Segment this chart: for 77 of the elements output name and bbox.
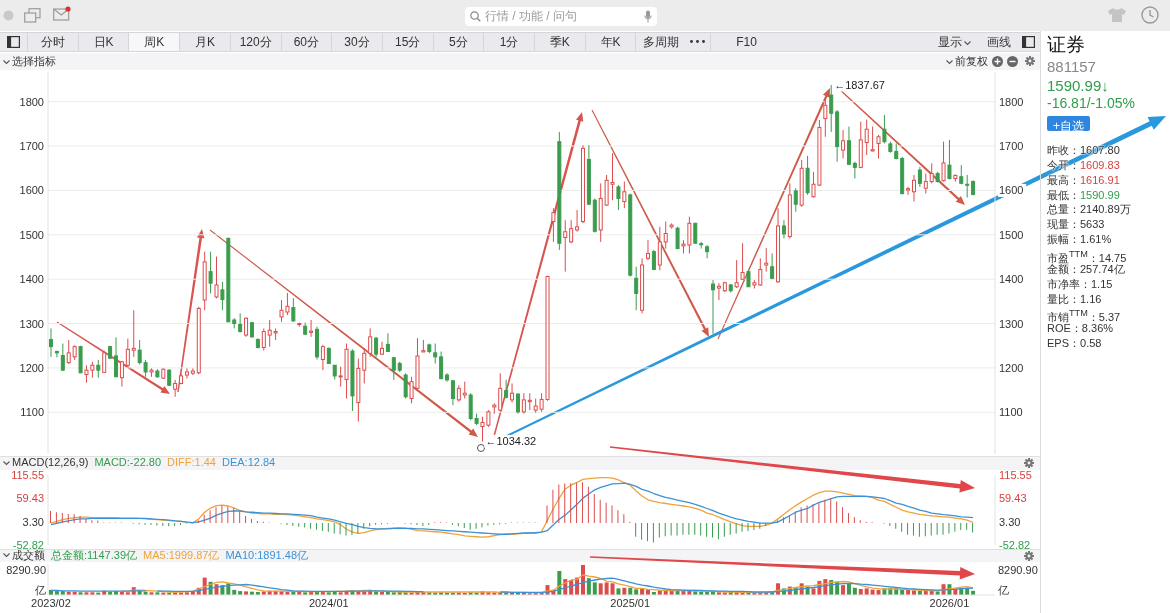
- y-tick-label: 1600: [19, 184, 44, 197]
- text: 8290.90: [6, 563, 46, 577]
- x-tick-label: 2026/01: [929, 596, 970, 609]
- search-field: 行情 / 功能 / 问句: [465, 7, 657, 26]
- text: 亿: [35, 583, 46, 597]
- y-tick-label: 1800: [19, 95, 44, 108]
- text: 5分: [449, 33, 468, 51]
- text: 最高：1616.91: [1047, 173, 1120, 186]
- text: 30分: [344, 33, 370, 51]
- text: 最低：1590.99: [1047, 188, 1120, 201]
- text: 8290.90: [998, 563, 1038, 577]
- annotation: ←1837.67: [834, 79, 885, 92]
- text: 120分: [239, 33, 272, 51]
- text: 市盈$^{TTM}$：14.75: [1047, 248, 1127, 264]
- y-tick-label: 1400: [19, 273, 44, 286]
- text: 多周期: [643, 33, 680, 51]
- y-tick-label: 1200: [19, 361, 44, 374]
- text: DEA:12.84: [221, 456, 276, 469]
- text: MACD:-22.80: [94, 456, 162, 469]
- y2-tick-label: 1700: [999, 140, 1024, 153]
- text: 1分: [499, 33, 519, 51]
- y2-tick-label: 1500: [999, 228, 1024, 241]
- text: 市净率：1.15: [1047, 277, 1113, 290]
- text: 画线: [987, 35, 1011, 50]
- tab: 周K: [128, 33, 180, 51]
- text: 现量：5633: [1047, 218, 1105, 231]
- y-tick-label: 1100: [20, 406, 44, 419]
- text: F10: [736, 35, 757, 49]
- y2-tick-label: 3.30: [999, 515, 1021, 528]
- text: 显示: [938, 35, 962, 50]
- text: 前复权: [955, 55, 988, 68]
- text: DIFF:1.44: [167, 456, 216, 469]
- text: 选择指标: [12, 55, 56, 68]
- text: 总金额:1147.39亿: [51, 549, 138, 561]
- y-tick-label: 1500: [19, 228, 44, 241]
- y2-tick-label: -52.82: [999, 539, 1031, 551]
- text: 日K: [93, 33, 114, 51]
- text: 1590.99↓: [1047, 77, 1109, 94]
- text: MA10:1891.48亿: [225, 549, 309, 561]
- chart-title: MACD(12,26,9): [12, 456, 89, 469]
- text: 年K: [600, 33, 621, 51]
- y2-tick-label: 1200: [999, 361, 1024, 374]
- y2-tick-label: 59.43: [999, 492, 1027, 505]
- y2-tick-label: 115.55: [999, 469, 1032, 481]
- text: ROE：8.36%: [1047, 322, 1114, 335]
- text: 月K: [194, 33, 215, 51]
- y-tick-label: 1300: [19, 317, 44, 330]
- text: 量比：1.16: [1047, 292, 1102, 305]
- y-tick-label: 3.30: [22, 515, 44, 528]
- chart-title: 成交额: [12, 549, 45, 561]
- series-label: MA5:1999.87亿: [143, 549, 220, 561]
- text: EPS：0.58: [1047, 337, 1102, 350]
- text: 金额：257.74亿: [1047, 262, 1125, 275]
- text: 亿: [998, 583, 1009, 597]
- text: 881157: [1047, 58, 1096, 75]
- y-tick-label: 59.43: [16, 492, 44, 505]
- y2-tick-label: 1600: [999, 184, 1024, 197]
- text: 市销$^{TTM}$：5.37: [1047, 308, 1121, 323]
- text: 总量：2140.89万: [1047, 203, 1131, 216]
- x-tick-label: 2025/01: [610, 596, 651, 609]
- text: 证券: [1047, 34, 1085, 56]
- text: 振幅：1.61%: [1047, 233, 1112, 246]
- y2-tick-label: 1800: [999, 95, 1024, 108]
- y2-tick-label: 1400: [999, 273, 1024, 286]
- annotation: ←1034.32: [485, 435, 537, 448]
- text: 15分: [395, 33, 421, 51]
- button: +自选: [1047, 116, 1090, 131]
- y2-tick-label: 1100: [999, 406, 1023, 419]
- y-tick-label: 115.55: [11, 469, 44, 481]
- y2-tick-label: 1300: [999, 317, 1024, 330]
- x-tick-label: 2023/02: [31, 596, 71, 609]
- y-tick-label: 1700: [19, 140, 44, 153]
- text: -16.81/-1.05%: [1047, 95, 1135, 111]
- x-tick-label: 2024/01: [308, 596, 349, 609]
- text: 分时: [40, 33, 65, 51]
- text: 季K: [549, 33, 570, 51]
- text: 60分: [293, 33, 320, 51]
